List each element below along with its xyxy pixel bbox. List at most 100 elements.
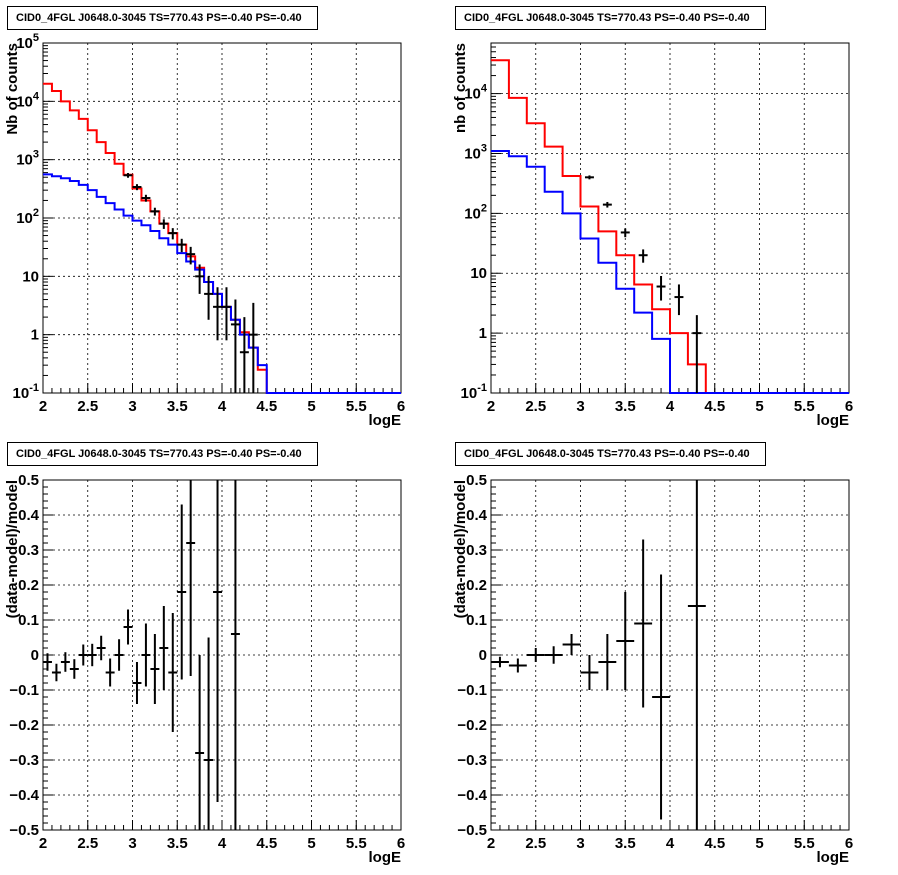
data-point — [562, 634, 581, 655]
data-point — [248, 302, 258, 393]
x-tick-label: 3.5 — [167, 835, 188, 852]
data-point — [177, 504, 187, 680]
y-tick-label: 0 — [31, 647, 39, 664]
y-tick-label: −0.1 — [9, 682, 39, 699]
x-tick-label: 4.5 — [704, 835, 725, 852]
data-point — [580, 655, 599, 690]
data-point — [222, 287, 231, 341]
y-tick-label: 0.5 — [466, 472, 487, 489]
data-point — [634, 539, 653, 708]
y-tick-label: −0.2 — [9, 717, 39, 734]
y-tick-label: −0.3 — [457, 752, 487, 769]
data-point — [150, 207, 160, 216]
data-point — [123, 173, 133, 178]
x-tick-label: 3.5 — [615, 835, 636, 852]
x-tick-label: 2.5 — [77, 398, 98, 415]
data-point — [132, 184, 142, 191]
y-tick-label: 102 — [16, 207, 39, 227]
data-point — [60, 652, 70, 672]
x-tick-label: 2 — [39, 835, 47, 852]
x-tick-label: 2.5 — [525, 398, 546, 415]
y-tick-label: 10 — [22, 268, 39, 285]
data-point — [204, 637, 214, 830]
x-tick-label: 6 — [397, 398, 405, 415]
y-tick-label: 0.4 — [18, 507, 40, 524]
x-tick-label: 4 — [666, 398, 675, 415]
x-tick-label: 3 — [128, 835, 136, 852]
data-point — [168, 613, 178, 732]
chart-panel-1: 2 2.5 3 3.5 4 4.5 5 5.5 6 10-1 1 10 102 103 104 105 logE… — [4, 32, 405, 429]
data-point — [213, 480, 222, 802]
x-axis-label: logE — [817, 412, 850, 429]
x-tick-label: 2 — [487, 398, 495, 415]
chart-panel-2: 2 2.5 3 3.5 4 4.5 5 5.5 6 10-1 1 10 102 103 104 logE nb … — [452, 42, 853, 429]
data-point — [692, 315, 702, 393]
y-tick-label: 103 — [16, 149, 39, 169]
x-axis-label: logE — [369, 849, 402, 866]
y-axis-label: (data-model)/model — [4, 480, 21, 618]
chart-title-1: CID0_4FGL J0648.0-3045 TS=770.43 PS=-0.4… — [7, 6, 318, 30]
x-tick-label: 5 — [755, 398, 763, 415]
data-point — [544, 646, 563, 664]
data-point — [43, 653, 52, 671]
y-tick-label: 0.1 — [466, 612, 487, 629]
data-point — [114, 639, 124, 671]
x-tick-label: 3 — [576, 835, 584, 852]
y-tick-label: −0.5 — [9, 822, 39, 839]
x-tick-label: 4.5 — [256, 835, 277, 852]
data-point — [213, 287, 222, 341]
data-point — [168, 228, 178, 240]
x-tick-label: 2.5 — [77, 835, 98, 852]
x-tick-label: 6 — [845, 398, 853, 415]
y-tick-label: −0.3 — [9, 752, 39, 769]
chart-title-3: CID0_4FGL J0648.0-3045 TS=770.43 PS=-0.4… — [7, 442, 318, 466]
y-tick-label: 0.5 — [18, 472, 39, 489]
x-tick-label: 5.5 — [346, 398, 367, 415]
x-tick-label: 2 — [39, 398, 47, 415]
y-tick-label: 105 — [16, 32, 39, 52]
x-tick-label: 3.5 — [615, 398, 636, 415]
data-point — [239, 317, 249, 393]
y-tick-label: 104 — [464, 83, 488, 103]
x-tick-label: 4 — [666, 835, 675, 852]
data-point — [230, 299, 240, 393]
data-point — [602, 201, 612, 208]
x-tick-label: 2 — [487, 835, 495, 852]
y-tick-label: 0.1 — [18, 612, 39, 629]
data-point — [141, 194, 151, 202]
x-tick-label: 4.5 — [256, 398, 277, 415]
data-point — [177, 238, 187, 253]
chart-panel-4: 2 2.5 3 3.5 4 4.5 5 5.5 6 −0.5 −0.4 −0.3 −0.2 −0.1 0 0.… — [452, 472, 853, 866]
data-point — [230, 480, 240, 830]
data-point — [159, 606, 169, 690]
data-point — [195, 264, 205, 294]
x-tick-label: 5 — [755, 835, 763, 852]
series-blue-step — [491, 150, 849, 394]
y-tick-label: 103 — [464, 142, 487, 162]
data-point — [616, 592, 635, 690]
y-tick-label: 0 — [479, 647, 487, 664]
data-point — [69, 659, 79, 679]
chart-title-2: CID0_4FGL J0648.0-3045 TS=770.43 PS=-0.4… — [455, 6, 766, 30]
data-point — [141, 623, 151, 687]
x-tick-label: 2.5 — [525, 835, 546, 852]
y-axis-label: (data-model)/model — [452, 480, 469, 618]
data-point — [150, 634, 160, 704]
y-tick-label: 10 — [470, 265, 487, 282]
y-tick-label: 10-1 — [461, 382, 487, 402]
y-axis-label: Nb of counts — [4, 43, 21, 135]
data-point — [105, 658, 115, 687]
y-tick-label: 104 — [16, 90, 40, 110]
data-point — [204, 276, 214, 320]
x-tick-label: 5.5 — [794, 835, 815, 852]
y-tick-label: −0.1 — [457, 682, 487, 699]
data-point — [508, 658, 527, 673]
data-point — [186, 246, 196, 265]
data-point — [526, 648, 545, 662]
x-tick-label: 5.5 — [346, 835, 367, 852]
y-tick-label: 0.2 — [18, 577, 39, 594]
data-point — [638, 249, 648, 263]
y-tick-label: −0.2 — [457, 717, 487, 734]
data-point — [656, 275, 666, 301]
